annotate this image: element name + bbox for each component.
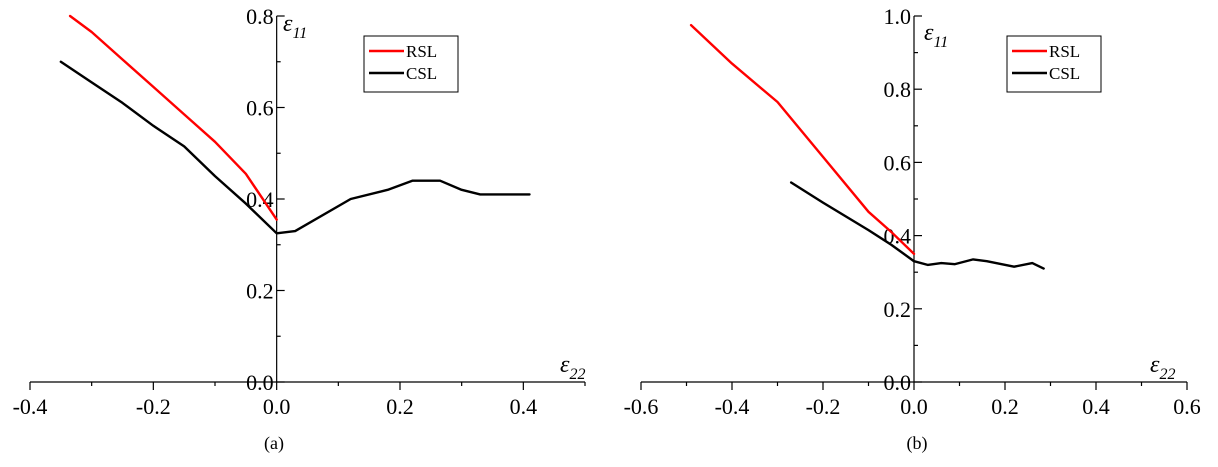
legend-box: [1006, 35, 1102, 93]
x-tick-label: 0.0: [263, 394, 291, 419]
y-axis-symbol: ε: [283, 11, 293, 37]
x-tick-label: 0.4: [510, 394, 538, 419]
y-axis-subscript: 11: [292, 25, 307, 42]
x-axis-subscript: 22: [1159, 366, 1175, 383]
x-tick-label: 0.0: [900, 394, 928, 419]
x-tick-label: 0.4: [1082, 394, 1110, 419]
legend-box: [363, 35, 459, 93]
y-tick-label: 0.2: [246, 279, 274, 304]
x-axis-subscript: 22: [569, 366, 585, 383]
y-tick-label: 0.0: [884, 370, 912, 395]
series-line-csl: [789, 181, 1045, 270]
y-tick-label: 0.8: [246, 4, 274, 29]
y-axis-label: ε11: [924, 20, 948, 51]
y-axis-symbol: ε: [924, 20, 934, 46]
y-tick-label: 0.6: [246, 96, 274, 121]
legend-label-rsl: RSL: [406, 42, 437, 61]
x-axis-label: ε22: [1150, 352, 1175, 383]
x-tick-label: -0.2: [806, 394, 841, 419]
chart-panel-a: -0.4 -0.2 0.0 0.2 0.40.00.20.40.60.8ε22ε11RS…: [13, 4, 586, 454]
series-line-rsl: [68, 14, 278, 221]
y-axis-subscript: 11: [933, 34, 948, 51]
x-axis-symbol: ε: [560, 352, 570, 378]
y-tick-label: 1.0: [884, 4, 912, 29]
chart-panel-b: -0.6 -0.4 -0.2 0.0 0.2 0.4 0.60.00.20.40.60.81…: [624, 4, 1201, 454]
panel-caption: (a): [264, 433, 284, 454]
x-axis-label: ε22: [560, 352, 585, 383]
legend: RSL CSL: [363, 35, 459, 93]
y-axis-label: ε11: [283, 11, 307, 42]
x-tick-label: -0.2: [136, 394, 171, 419]
series-line-csl: [59, 60, 531, 235]
x-tick-label: 0.2: [386, 394, 414, 419]
y-tick-label: 0.8: [884, 77, 912, 102]
y-tick-label: 0.2: [884, 297, 912, 322]
legend-label-rsl: RSL: [1049, 42, 1080, 61]
x-axis-symbol: ε: [1150, 352, 1160, 378]
x-tick-label: 0.2: [991, 394, 1019, 419]
y-tick-label: 0.6: [884, 150, 912, 175]
x-tick-label: 0.6: [1173, 394, 1201, 419]
y-tick-label: 0.0: [246, 370, 274, 395]
legend-label-csl: CSL: [1049, 64, 1080, 83]
panel-caption: (b): [907, 433, 928, 454]
series-line-rsl: [689, 23, 916, 256]
legend: RSL CSL: [1006, 35, 1102, 93]
legend-label-csl: CSL: [406, 64, 437, 83]
x-tick-label: -0.4: [13, 394, 48, 419]
x-tick-label: -0.4: [715, 394, 750, 419]
x-tick-label: -0.6: [624, 394, 659, 419]
